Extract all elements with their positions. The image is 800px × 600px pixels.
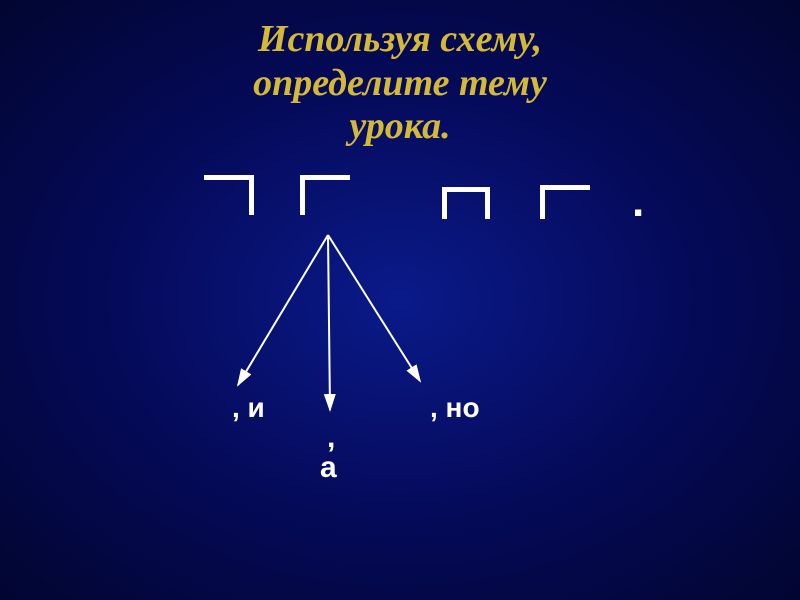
title-line-1: Используя схему, — [0, 18, 800, 62]
conjunction-label: , но — [430, 392, 480, 424]
arrow-lines-group — [238, 235, 420, 410]
arrow-line — [328, 235, 420, 381]
arrows-svg — [0, 175, 800, 555]
scheme-bracket — [442, 187, 490, 219]
title-line-3: урока. — [0, 105, 800, 149]
title-line-2: определите тему — [0, 62, 800, 106]
conjunction-label: а — [320, 451, 337, 485]
scheme-bracket — [204, 175, 254, 215]
arrow-line — [328, 235, 330, 410]
conjunction-label: , — [327, 421, 335, 455]
sentence-scheme-diagram: . , и , но,а — [0, 175, 800, 555]
arrow-line — [238, 235, 328, 385]
scheme-bracket — [300, 175, 350, 215]
scheme-bracket — [540, 185, 590, 219]
conjunction-label: , и — [232, 392, 265, 424]
sentence-period: . — [632, 177, 644, 227]
slide-title: Используя схему, определите тему урока. — [0, 0, 800, 149]
